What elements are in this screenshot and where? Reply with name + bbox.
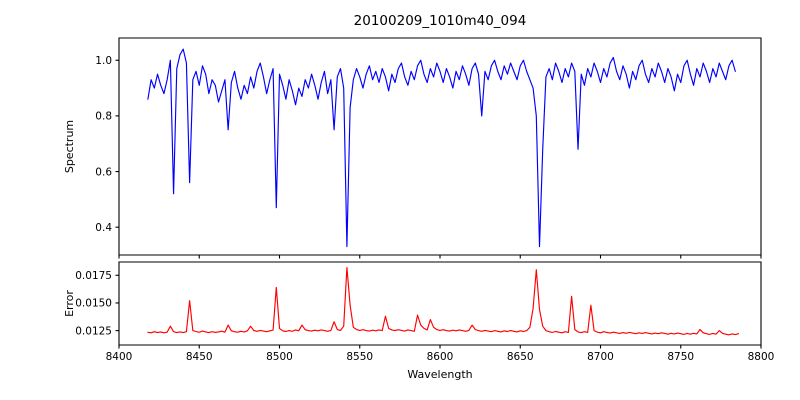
y-tick-label: 0.0125 — [75, 325, 112, 337]
y-tick-label: 0.8 — [95, 111, 112, 123]
y-tick-label: 0.4 — [95, 222, 112, 234]
y-tick-label: 0.0150 — [75, 298, 112, 310]
x-tick-label: 8450 — [186, 351, 213, 363]
spectrum-panel: 0.4 0.6 0.8 1.0 Spectrum — [63, 37, 762, 259]
spectrum-y-axis-label: Spectrum — [63, 120, 76, 173]
x-tick-label: 8800 — [748, 351, 775, 363]
x-tick-label: 8400 — [106, 351, 133, 363]
x-tick-label: 8650 — [507, 351, 534, 363]
error-y-ticks: 0.0125 0.0150 0.0175 — [75, 270, 119, 337]
error-y-axis-label: Error — [63, 290, 76, 317]
y-tick-label: 0.0175 — [75, 270, 112, 282]
x-tick-label: 8500 — [266, 351, 293, 363]
spectrum-x-ticks — [118, 255, 762, 259]
error-axes-frame — [118, 261, 762, 346]
x-tick-label: 8750 — [667, 351, 694, 363]
y-tick-label: 1.0 — [95, 55, 112, 67]
spectrum-data-line — [147, 48, 736, 248]
wavelength-x-axis-label: Wavelength — [407, 368, 472, 381]
x-tick-label: 8700 — [587, 351, 614, 363]
error-x-ticks: 8400 8450 8500 8550 8600 8650 8700 8750 8800 — [106, 345, 775, 363]
x-tick-label: 8600 — [427, 351, 454, 363]
error-data-line — [147, 266, 740, 336]
spectrum-axes-frame — [118, 37, 762, 256]
spectrum-y-ticks: 0.4 0.6 0.8 1.0 — [95, 55, 119, 234]
x-tick-label: 8550 — [346, 351, 373, 363]
y-tick-label: 0.6 — [95, 166, 112, 178]
figure-title: 20100209_1010m40_094 — [354, 13, 527, 29]
